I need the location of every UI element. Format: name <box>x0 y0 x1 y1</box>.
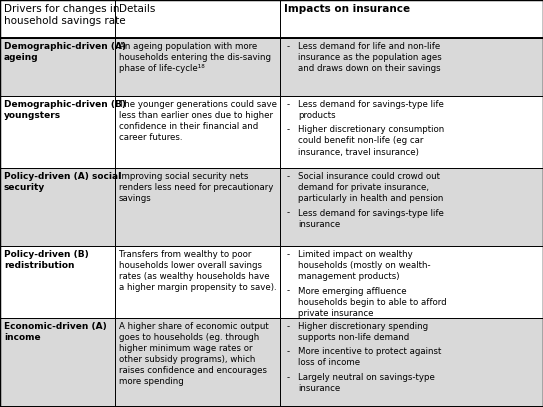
Text: Economic-driven (A)
income: Economic-driven (A) income <box>4 322 107 342</box>
Text: -: - <box>287 208 290 218</box>
Text: Drivers for changes in
household savings rate: Drivers for changes in household savings… <box>4 4 125 26</box>
Bar <box>280 168 543 246</box>
Bar <box>115 0 280 38</box>
Bar <box>0 318 115 406</box>
Text: More emerging affluence
households begin to able to afford
private insurance: More emerging affluence households begin… <box>298 287 447 318</box>
Bar <box>0 0 115 38</box>
Bar <box>0 406 115 407</box>
Text: Impacts on insurance: Impacts on insurance <box>284 4 410 14</box>
Text: -: - <box>287 125 290 134</box>
Text: -: - <box>287 373 290 382</box>
Bar <box>115 168 280 246</box>
Bar <box>280 318 543 406</box>
Text: Policy-driven (A) social
security: Policy-driven (A) social security <box>4 172 121 192</box>
Text: Transfers from wealthy to poor
households lower overall savings
rates (as wealth: Transfers from wealthy to poor household… <box>119 250 276 292</box>
Bar <box>115 406 280 407</box>
Text: The younger generations could save
less than earlier ones due to higher
confiden: The younger generations could save less … <box>119 100 277 142</box>
Text: Higher discretionary consumption
could benefit non-life (eg car
insurance, trave: Higher discretionary consumption could b… <box>298 125 444 157</box>
Text: Largely neutral on savings-type
insurance: Largely neutral on savings-type insuranc… <box>298 373 435 393</box>
Bar <box>115 246 280 318</box>
Text: Higher discretionary spending
supports non-life demand: Higher discretionary spending supports n… <box>298 322 428 342</box>
Bar <box>280 96 543 168</box>
Bar <box>280 0 543 38</box>
Bar <box>280 246 543 318</box>
Text: Details: Details <box>119 4 155 14</box>
Text: -: - <box>287 322 290 331</box>
Bar <box>115 318 280 406</box>
Text: Improving social security nets
renders less need for precautionary
savings: Improving social security nets renders l… <box>119 172 273 203</box>
Bar <box>115 38 280 96</box>
Text: Less demand for savings-type life
products: Less demand for savings-type life produc… <box>298 100 444 120</box>
Text: -: - <box>287 287 290 295</box>
Bar <box>280 38 543 96</box>
Text: Demographic-driven (B)
youngsters: Demographic-driven (B) youngsters <box>4 100 126 120</box>
Text: -: - <box>287 100 290 109</box>
Text: Limited impact on wealthy
households (mostly on wealth-
management products): Limited impact on wealthy households (mo… <box>298 250 431 281</box>
Bar <box>0 246 115 318</box>
Bar <box>0 38 115 96</box>
Text: -: - <box>287 348 290 357</box>
Text: Demographic-driven (A)
ageing: Demographic-driven (A) ageing <box>4 42 126 62</box>
Text: -: - <box>287 172 290 181</box>
Text: -: - <box>287 250 290 259</box>
Bar <box>280 406 543 407</box>
Text: Policy-driven (B)
redistribution: Policy-driven (B) redistribution <box>4 250 89 270</box>
Text: More incentive to protect against
loss of income: More incentive to protect against loss o… <box>298 348 441 368</box>
Text: An ageing population with more
households entering the dis-saving
phase of life-: An ageing population with more household… <box>119 42 271 73</box>
Bar <box>0 168 115 246</box>
Text: A higher share of economic output
goes to households (eg. through
higher minimum: A higher share of economic output goes t… <box>119 322 269 387</box>
Text: Social insurance could crowd out
demand for private insurance,
particularly in h: Social insurance could crowd out demand … <box>298 172 444 203</box>
Text: Less demand for savings-type life
insurance: Less demand for savings-type life insura… <box>298 208 444 229</box>
Text: Less demand for life and non-life
insurance as the population ages
and draws dow: Less demand for life and non-life insura… <box>298 42 442 73</box>
Bar <box>115 96 280 168</box>
Text: -: - <box>287 42 290 51</box>
Bar <box>0 96 115 168</box>
